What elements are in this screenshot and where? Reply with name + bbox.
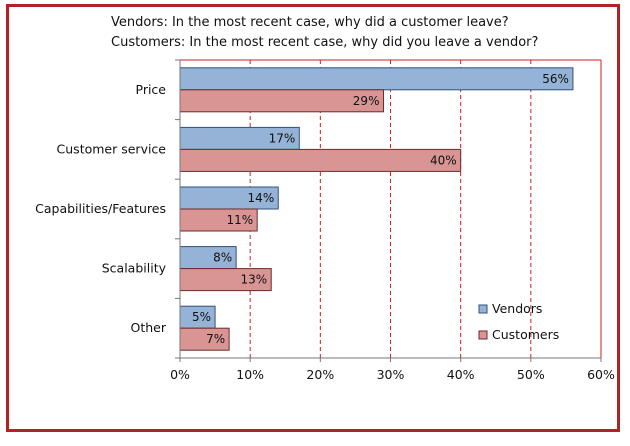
data-label: 7% [206, 332, 225, 346]
data-label: 29% [353, 94, 380, 108]
x-tick-label: 50% [517, 367, 545, 382]
x-tick-label: 20% [306, 367, 334, 382]
chart-title: Vendors: In the most recent case, why di… [111, 15, 509, 30]
data-label: 8% [213, 251, 232, 265]
data-label: 40% [430, 153, 457, 167]
data-label: 14% [248, 191, 275, 205]
category-label: Customer service [57, 141, 167, 156]
x-tick-label: 60% [587, 367, 615, 382]
legend-swatch-vendors [478, 304, 488, 314]
data-label: 17% [269, 131, 296, 145]
bar-customers [179, 148, 462, 172]
x-tick-label: 10% [236, 367, 264, 382]
x-tick-label: 40% [447, 367, 475, 382]
category-label: Other [131, 320, 167, 335]
x-tick-label: 30% [377, 367, 405, 382]
legend-swatch-customers [478, 330, 488, 340]
category-label: Price [136, 82, 167, 97]
x-tick-label: 0% [170, 367, 190, 382]
legend-label-customers: Customers [492, 327, 559, 342]
data-label: 11% [227, 213, 254, 227]
category-label: Capabilities/Features [35, 201, 166, 216]
data-label: 5% [192, 310, 211, 324]
chart-subtitle: Customers: In the most recent case, why … [111, 35, 539, 50]
data-label: 56% [542, 72, 569, 86]
category-label: Scalability [102, 261, 167, 276]
bar-vendors [179, 67, 574, 91]
data-label: 13% [241, 273, 268, 287]
legend-label-vendors: Vendors [492, 301, 542, 316]
